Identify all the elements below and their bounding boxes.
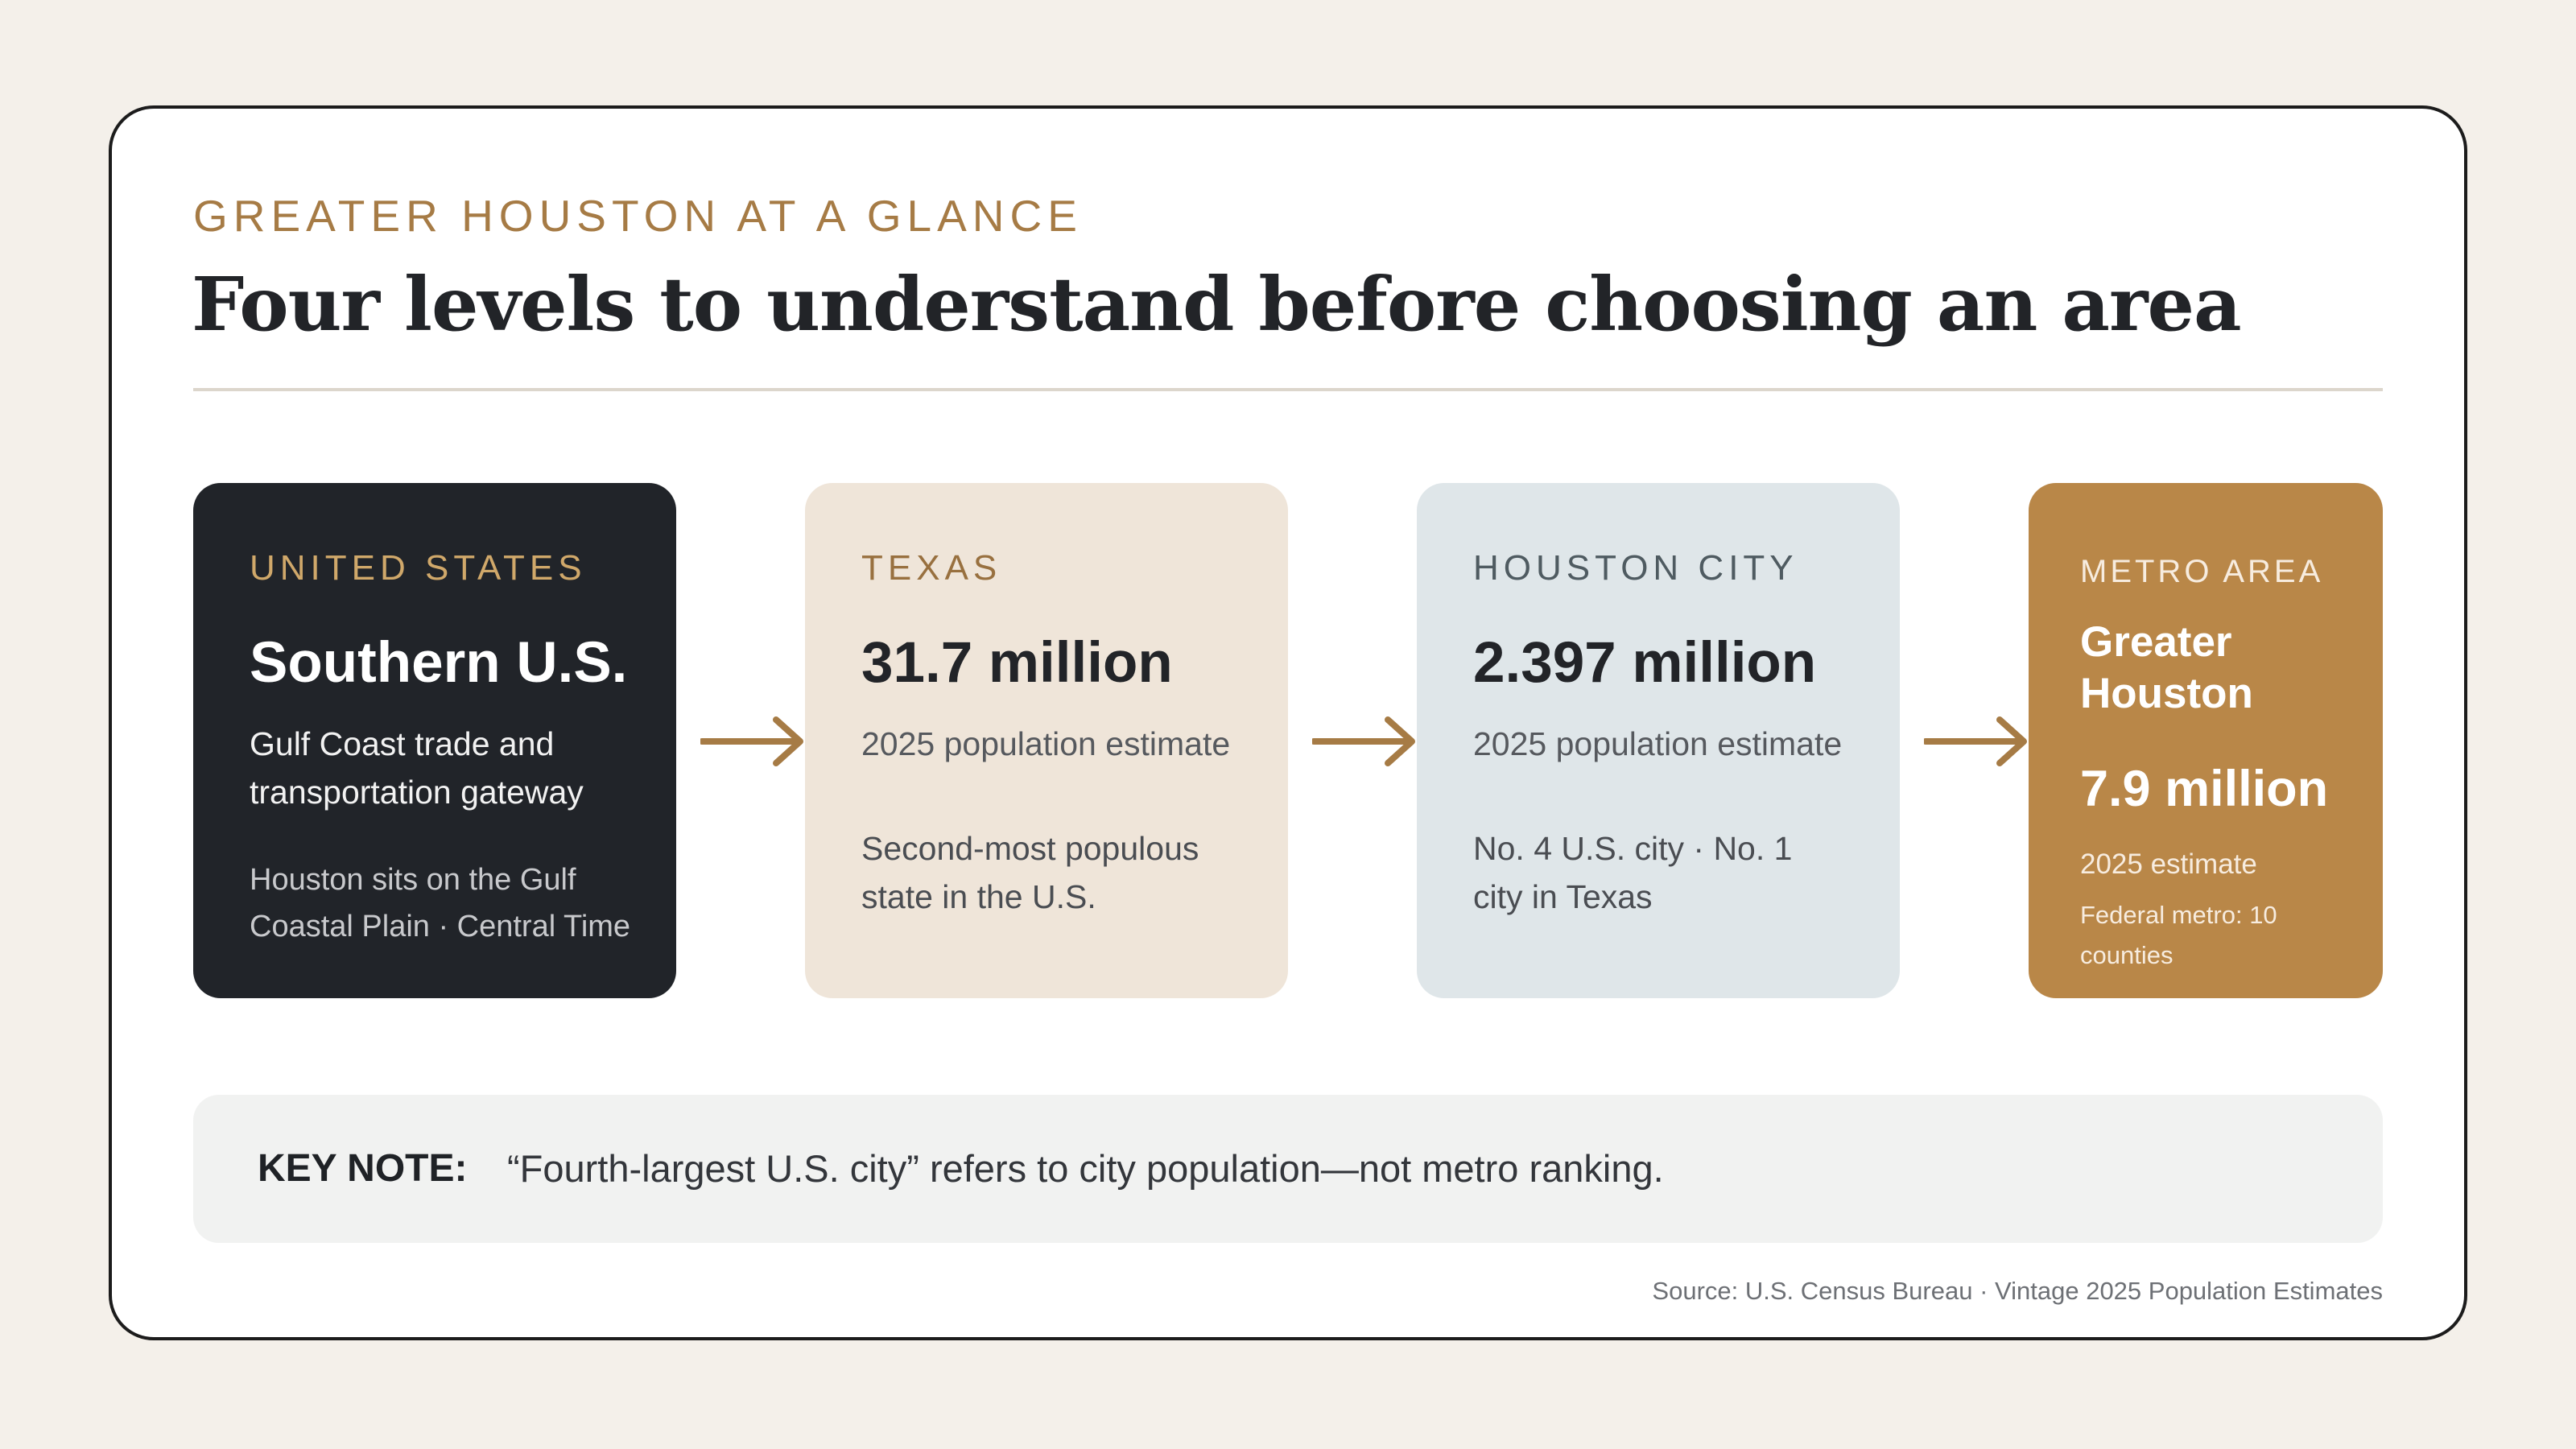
arrow-right-icon bbox=[700, 716, 803, 766]
level-description: 2025 population estimate bbox=[1473, 725, 1843, 762]
level-headline: Southern U.S. bbox=[250, 631, 628, 695]
level-detail: Federal metro: 10 counties bbox=[2080, 901, 2277, 969]
level-card-houston-city: HOUSTON CITY 2.397 million 2025 populati… bbox=[1417, 483, 1900, 998]
level-card-texas: TEXAS 31.7 million 2025 population estim… bbox=[805, 483, 1288, 998]
level-kicker: METRO AREA bbox=[2080, 554, 2324, 589]
level-headline: 2.397 million bbox=[1473, 631, 1817, 695]
level-card-metro-area: METRO AREA Greater Houston 7.9 million 2… bbox=[2029, 483, 2383, 998]
arrow-right-icon bbox=[1924, 716, 2027, 766]
level-detail: No. 4 U.S. city · No. 1 city in Texas bbox=[1473, 830, 1793, 915]
level-detail: Houston sits on the Gulf Coastal Plain ·… bbox=[250, 863, 631, 943]
level-headline: 7.9 million bbox=[2080, 761, 2329, 817]
level-description: 2025 population estimate bbox=[861, 725, 1231, 762]
level-description: 2025 estimate bbox=[2080, 848, 2257, 880]
level-description: Gulf Coast trade and transportation gate… bbox=[250, 725, 584, 811]
key-note-label: KEY NOTE: bbox=[258, 1147, 468, 1190]
level-detail: Second-most populous state in the U.S. bbox=[861, 830, 1199, 915]
level-kicker: TEXAS bbox=[861, 548, 1002, 588]
key-note-text: “Fourth-largest U.S. city” refers to cit… bbox=[507, 1147, 1664, 1190]
level-kicker: UNITED STATES bbox=[250, 548, 587, 588]
level-kicker: HOUSTON CITY bbox=[1473, 548, 1798, 588]
title-divider bbox=[193, 388, 2383, 391]
arrow-right-icon bbox=[1312, 716, 1415, 766]
eyebrow-label: GREATER HOUSTON AT A GLANCE bbox=[193, 191, 1083, 241]
source-caption: Source: U.S. Census Bureau · Vintage 202… bbox=[1652, 1277, 2383, 1305]
page-title: Four levels to understand before choosin… bbox=[192, 261, 2242, 348]
level-name: Greater Houston bbox=[2080, 618, 2253, 717]
level-headline: 31.7 million bbox=[861, 631, 1173, 695]
key-note-panel: KEY NOTE: “Fourth-largest U.S. city” ref… bbox=[193, 1095, 2383, 1243]
level-card-united-states: UNITED STATES Southern U.S. Gulf Coast t… bbox=[193, 483, 676, 998]
